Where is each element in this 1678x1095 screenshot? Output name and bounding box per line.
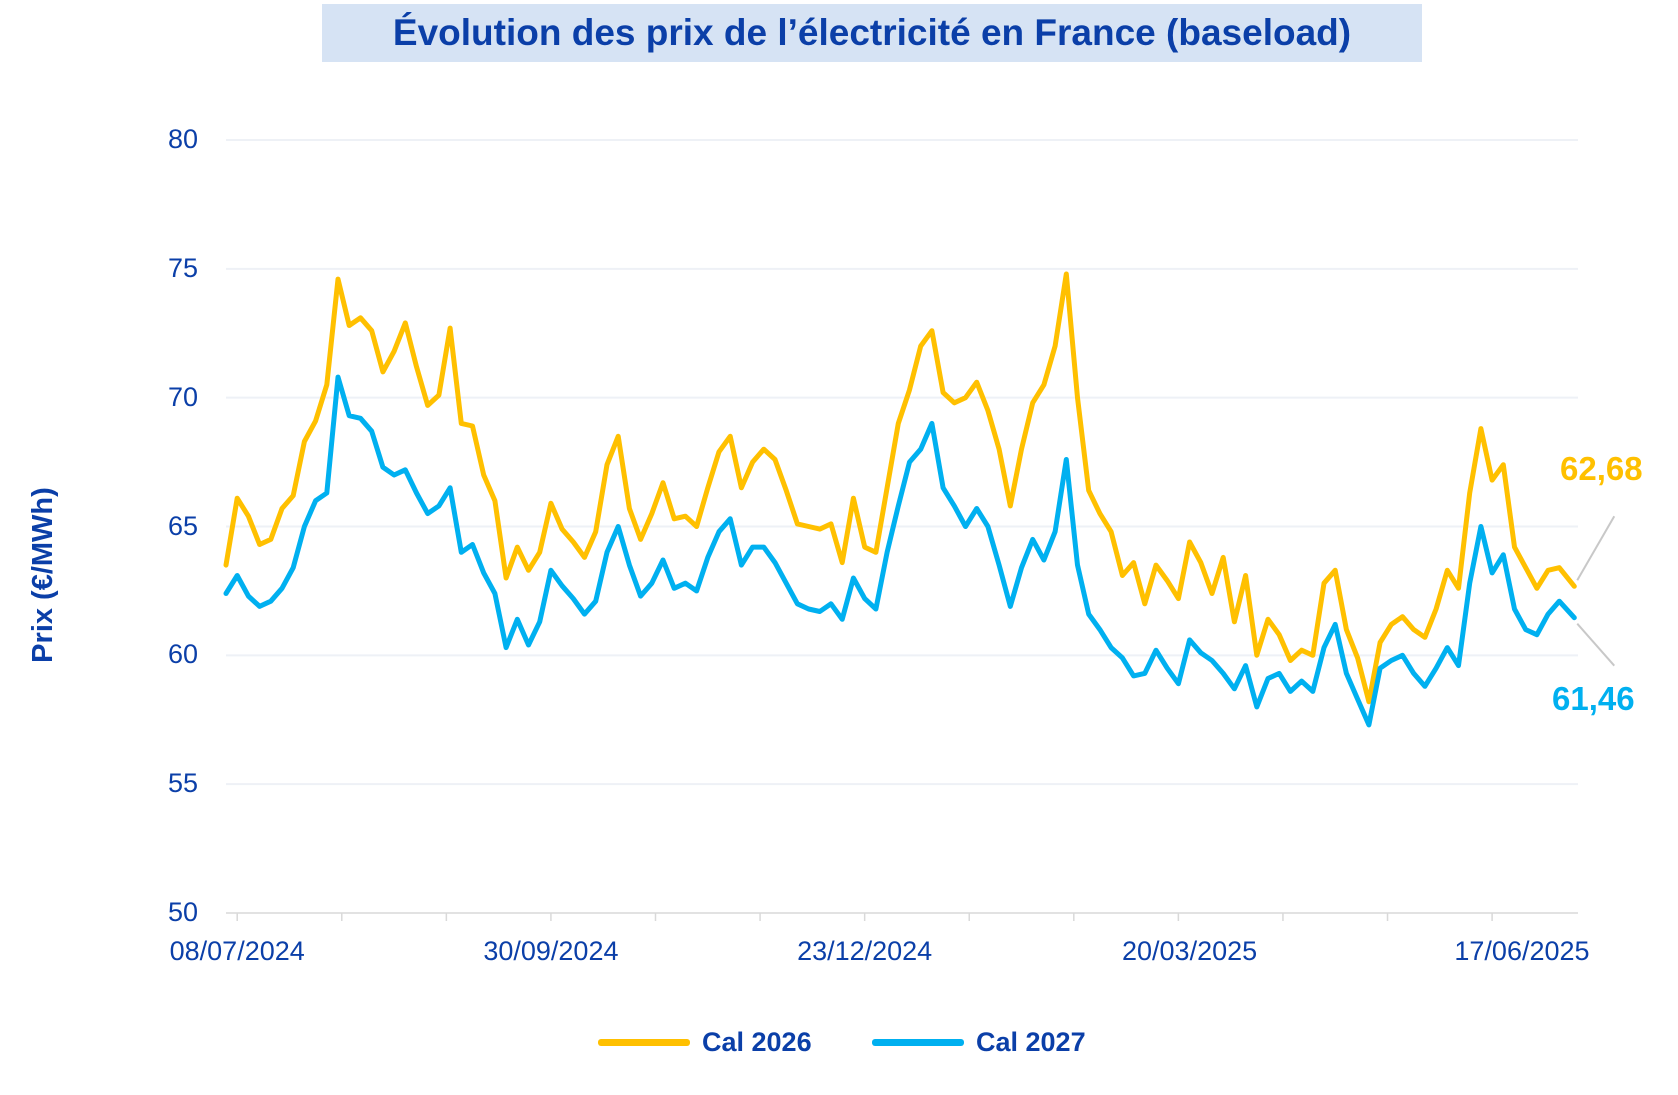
chart-title: Évolution des prix de l’électricité en F… [392,12,1352,53]
legend-label-cal-2026: Cal 2026 [702,1026,812,1057]
x-axis-ticks [236,913,1493,921]
end-label-connector [1576,623,1616,667]
x-tick-label: 08/07/2024 [169,936,305,966]
end-label-connectors [1576,515,1616,667]
legend-label-cal-2027: Cal 2027 [976,1026,1086,1057]
x-tick-label: 17/06/2025 [1454,936,1590,966]
y-tick-label: 60 [167,639,198,670]
y-axis-title: Prix (€/MWh) [27,487,59,663]
y-tick-label: 50 [167,897,198,927]
series-lines [223,271,1577,728]
grid-lines [226,139,1578,786]
series-line-cal-2027 [223,374,1577,728]
legend-swatch-cal-2027 [872,1038,964,1046]
y-tick-label: 65 [167,510,198,541]
y-tick-label: 70 [167,381,198,412]
y-tick-label: 80 [167,124,198,154]
legend-item-cal-2026: Cal 2026 [598,1022,812,1062]
y-tick-label: 55 [167,768,198,799]
end-value-label-cal-2027: 61,46 [1552,680,1635,717]
series-line-cal-2026 [223,271,1577,705]
x-tick-label: 30/09/2024 [483,936,619,966]
x-tick-label: 20/03/2025 [1122,936,1258,966]
legend-item-cal-2027: Cal 2027 [872,1022,1086,1062]
legend-swatch-cal-2026 [598,1038,690,1046]
title-background [322,4,1422,62]
y-tick-label: 75 [167,252,198,283]
end-label-connector [1576,515,1616,581]
end-value-label-cal-2026: 62,68 [1560,450,1643,487]
x-tick-label: 23/12/2024 [797,936,933,966]
